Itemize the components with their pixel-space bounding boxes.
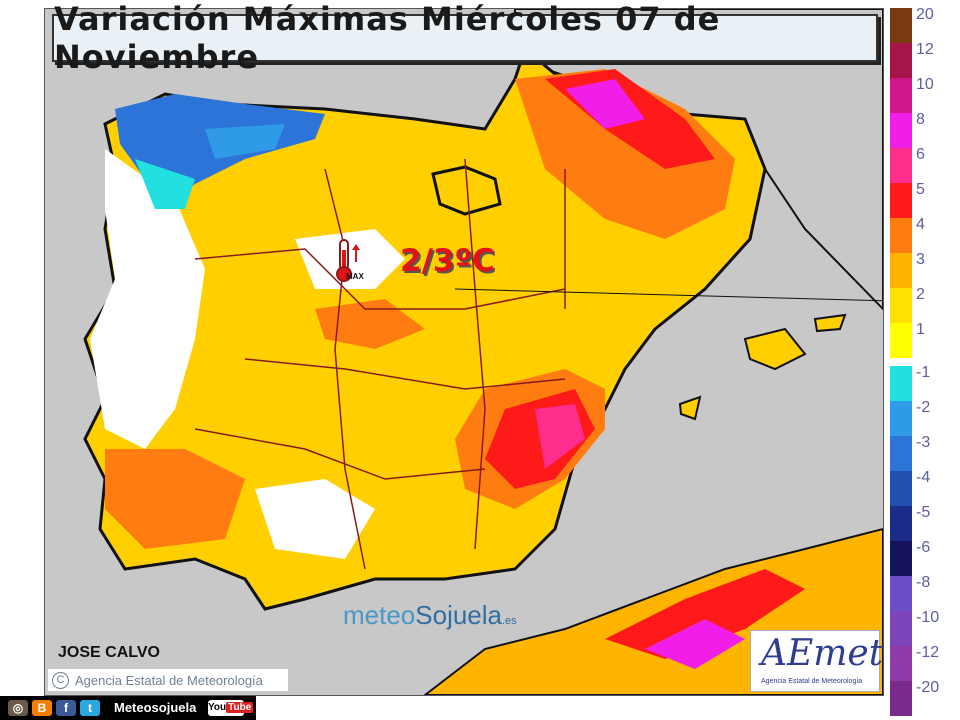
legend-swatch-positive-8 — [890, 288, 912, 323]
legend-label-negative-6: -8 — [916, 574, 931, 591]
legend-label-positive-9: 1 — [916, 321, 925, 338]
legend-label-positive-6: 4 — [916, 216, 925, 233]
legend-label-negative-4: -5 — [916, 504, 931, 521]
legend-swatch-negative-0 — [890, 366, 912, 401]
legend-label-negative-7: -10 — [916, 609, 940, 626]
legend-label-negative-0: -1 — [916, 364, 931, 381]
legend-swatch-negative-6 — [890, 576, 912, 611]
legend-label-positive-3: 8 — [916, 111, 925, 128]
legend-label-positive-4: 6 — [916, 146, 925, 163]
callout-value: 2/3ºC — [400, 243, 495, 279]
watermark-part1: meteo — [343, 600, 416, 630]
legend-swatch-positive-1 — [890, 43, 912, 78]
warm-zone-ne — [515, 69, 735, 239]
aemet-logo-text: AEmet — [761, 633, 884, 674]
legend-label-positive-5: 5 — [916, 181, 925, 198]
social-name: Meteosojuela — [114, 700, 197, 715]
balearic-islands — [678, 313, 847, 421]
cold-zone-nw-light — [135, 159, 195, 209]
legend-swatch-negative-7 — [890, 611, 912, 646]
map-svg — [83, 9, 883, 695]
hot-zone-se-core — [535, 404, 585, 469]
map-frame — [44, 8, 884, 696]
meteosojuela-watermark: meteoSojuela.es — [343, 600, 517, 631]
legend-swatch-positive-4 — [890, 148, 912, 183]
temperature-callout: MAX 2/3ºC — [330, 238, 514, 284]
cold-zone-nw-mid — [205, 124, 285, 159]
aemet-logo: AEmet Agencia Estatal de Meteorología — [750, 630, 884, 692]
title-banner: Variación Máximas Miércoles 07 de Noviem… — [52, 0, 878, 76]
legend-swatch-negative-1 — [890, 401, 912, 436]
legend-swatch-positive-0 — [890, 8, 912, 43]
facebook-icon[interactable]: f — [56, 700, 76, 716]
legend-swatch-negative-2 — [890, 436, 912, 471]
white-zone-south — [255, 479, 375, 559]
legend-label-positive-8: 2 — [916, 286, 925, 303]
copyright-icon: C — [52, 671, 69, 689]
legend-swatch-positive-7 — [890, 253, 912, 288]
legend-swatch-negative-3 — [890, 471, 912, 506]
twitter-icon[interactable]: t — [80, 700, 100, 716]
watermark-part2: Sojuela — [415, 600, 502, 630]
youtube-icon[interactable]: You Tube — [208, 700, 254, 716]
legend-label-negative-1: -2 — [916, 399, 931, 416]
warm-zone-center — [315, 299, 425, 349]
max-label: MAX — [346, 272, 364, 281]
legend-label-negative-2: -3 — [916, 434, 931, 451]
author-credit: JOSE CALVO — [58, 644, 160, 661]
copyright-notice: C Agencia Estatal de Meteorología — [48, 669, 288, 691]
legend-swatch-positive-3 — [890, 113, 912, 148]
page-title: Variación Máximas Miércoles 07 de Noviem… — [54, 0, 721, 76]
legend-label-positive-7: 3 — [916, 251, 925, 268]
thermometer-icon: MAX — [330, 238, 364, 284]
blogger-icon[interactable]: B — [32, 700, 52, 716]
white-zone-west — [90, 149, 205, 449]
legend-swatch-negative-8 — [890, 646, 912, 681]
legend-swatch-negative-4 — [890, 506, 912, 541]
youtube-you: You — [208, 702, 227, 713]
warm-zone-sw — [105, 449, 245, 549]
aemet-logo-subtitle: Agencia Estatal de Meteorología — [761, 678, 863, 685]
white-zone-center — [295, 229, 405, 289]
legend-label-negative-8: -12 — [916, 644, 940, 661]
province-lines — [194, 158, 566, 570]
legend-label-positive-2: 10 — [916, 76, 934, 93]
africa-hot-core — [645, 619, 745, 669]
legend-swatch-negative-9 — [890, 681, 912, 716]
legend-swatch-positive-9 — [890, 323, 912, 358]
legend-label-negative-3: -4 — [916, 469, 931, 486]
legend-label-positive-1: 12 — [916, 41, 934, 58]
hot-zone-ne-core — [565, 79, 645, 129]
callout-pointer-line — [454, 288, 883, 302]
legend-swatch-positive-5 — [890, 183, 912, 218]
legend-label-negative-9: -20 — [916, 679, 940, 696]
legend-swatch-positive-6 — [890, 218, 912, 253]
copyright-text: Agencia Estatal de Meteorología — [75, 672, 263, 688]
legend-label-negative-5: -6 — [916, 539, 931, 556]
youtube-tube: Tube — [226, 702, 254, 713]
legend-swatch-positive-2 — [890, 78, 912, 113]
legend-swatch-negative-5 — [890, 541, 912, 576]
legend-label-positive-0: 20 — [916, 6, 934, 23]
africa-hot-zone — [605, 569, 805, 659]
watermark-suffix: .es — [502, 615, 517, 627]
instagram-icon[interactable]: ◎ — [8, 700, 28, 716]
